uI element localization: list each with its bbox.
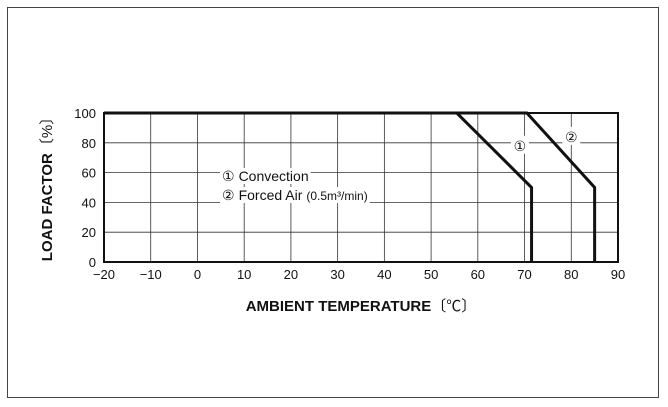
y-axis-title-text: LOAD FACTOR [39,153,56,261]
legend-item-forced-air: ② Forced Air (0.5m³/min) [222,187,368,203]
curve-label-1: ① [514,139,527,155]
legend-detail-2: (0.5m³/min) [306,189,367,203]
y-axis-unit: 〔%〕 [39,110,56,153]
series-layer [104,111,597,262]
series-line-2 [104,111,597,262]
x-axis-title-text: AMBIENT TEMPERATURE [246,298,432,315]
y-tick-label: 40 [82,195,96,210]
legend-item-convection: ① Convection [222,168,309,184]
y-tick-label: 60 [82,166,96,181]
legend: ① Convection ② Forced Air (0.5m³/min) [220,168,370,203]
curve-label-bg [562,126,581,145]
y-tick-label: 20 [82,225,96,240]
y-tick-label: 0 [89,255,96,270]
legend-label-1: Convection [239,168,309,184]
y-tick-label: 80 [82,136,96,151]
x-tick-label: 60 [471,267,485,282]
legend-background-1 [220,168,311,184]
x-tick-label: 40 [377,267,391,282]
curve-label-bg [510,135,529,154]
x-tick-label: 30 [330,267,344,282]
x-tick-label: 70 [517,267,531,282]
x-axis-unit: 〔℃〕 [431,298,476,315]
curve-labels: ①② [510,126,581,155]
tick-labels: −20 −10 0 10 20 30 40 50 60 70 80 90 0 20 40 60 80 100 [74,106,625,282]
x-tick-label: 0 [194,267,201,282]
legend-background-2 [220,187,370,203]
x-tick-label: 50 [424,267,438,282]
x-tick-label: 90 [611,267,625,282]
legend-marker-2: ② [222,187,235,203]
x-tick-label: −10 [140,267,162,282]
x-axis-title: AMBIENT TEMPERATURE〔℃〕 [246,298,477,315]
x-tick-label: 20 [284,267,298,282]
legend-label-2: Forced Air [239,187,303,203]
curve-label-2: ② [565,130,578,146]
y-tick-label: 100 [74,106,96,121]
x-tick-label: 10 [237,267,251,282]
x-tick-label: −20 [93,267,115,282]
y-axis-title: LOAD FACTOR〔%〕 [39,110,56,261]
chart-frame [7,7,659,398]
legend-marker-1: ① [222,168,235,184]
x-tick-label: 80 [564,267,578,282]
